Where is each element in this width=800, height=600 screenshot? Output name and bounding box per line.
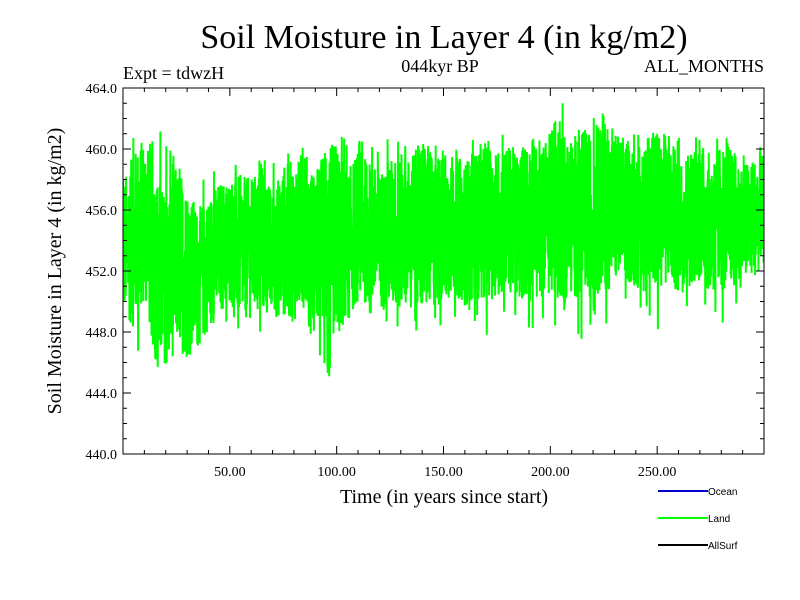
chart-title: Soil Moisture in Layer 4 (in kg/m2): [200, 19, 687, 56]
y-tick-label: 464.0: [86, 82, 118, 97]
legend: Ocean Land AllSurf: [658, 487, 738, 552]
x-tick-label: 100.00: [317, 465, 356, 480]
subtitle-center: 044kyr BP: [401, 56, 479, 76]
legend-label-allsurf: AllSurf: [708, 541, 738, 552]
y-tick-label: 440.0: [86, 448, 118, 463]
legend-label-land: Land: [708, 514, 730, 525]
y-tick-label: 444.0: [86, 387, 118, 402]
y-axis-label: Soil Moisture in Layer 4 (in kg/m2): [44, 128, 66, 415]
x-axis-label: Time (in years since start): [340, 486, 548, 508]
x-tick-label: 250.00: [638, 465, 677, 480]
subtitle-left: Expt = tdwzH: [123, 63, 224, 83]
y-tick-label: 456.0: [86, 204, 118, 219]
y-tick-label: 452.0: [86, 265, 118, 280]
x-tick-label: 200.00: [531, 465, 570, 480]
y-tick-label: 448.0: [86, 326, 118, 341]
y-tick-label: 460.0: [86, 143, 118, 158]
subtitle-right: ALL_MONTHS: [644, 56, 764, 76]
x-tick-label: 150.00: [424, 465, 463, 480]
series-line-land: [123, 103, 764, 377]
x-tick-label: 50.00: [214, 465, 246, 480]
legend-label-ocean: Ocean: [708, 487, 737, 498]
